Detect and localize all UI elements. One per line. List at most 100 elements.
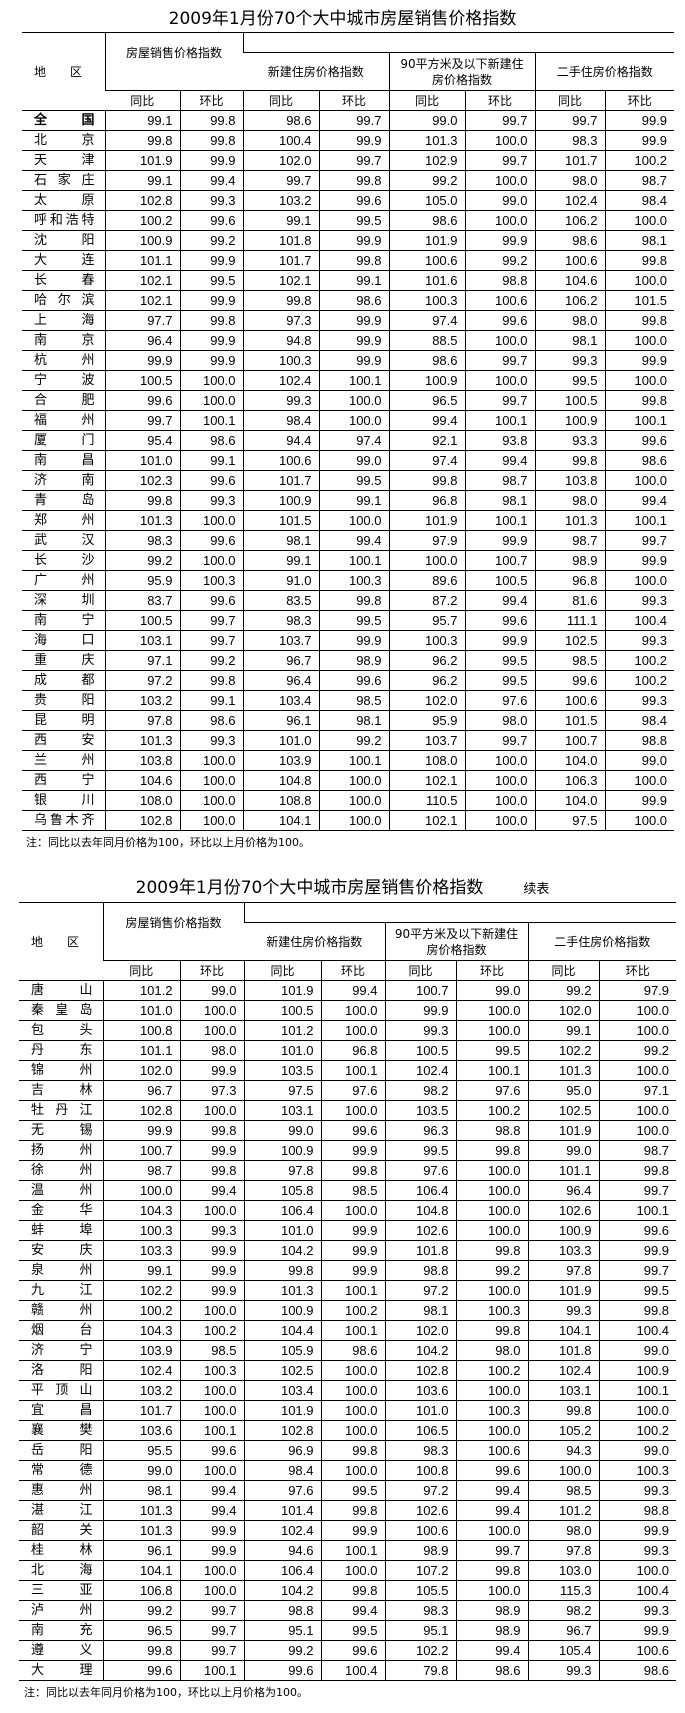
table-row: 杭州 99.9 99.9 100.3 99.9 98.6 99.7 99.3 99.9 [22,350,675,371]
mom-value: 100.1 [179,1420,245,1441]
city-name: 全国 [22,110,105,131]
yoy-value: 99.2 [243,1640,322,1661]
group-header-new-housing: 新建住房价格指数 [243,52,390,91]
yoy-value: 98.0 [527,1520,600,1541]
mom-value: 100.0 [179,1300,245,1321]
city-name: 韶关 [19,1520,103,1541]
mom-value: 98.4 [604,190,675,211]
yoy-value: 100.5 [104,370,180,391]
yoy-value: 102.2 [527,1040,600,1061]
price-index-table-1: 地 区房屋销售价格指数 新建住房价格指数 90平方米及以下新建住房价格指数 二手住房价… [22,32,675,831]
mom-value: 100.0 [604,210,675,231]
city-name: 深圳 [22,590,105,611]
yoy-value: 94.4 [242,430,320,451]
yoy-value: 96.4 [104,330,180,351]
table-row: 长春 102.1 99.5 102.1 99.1 101.6 98.8 104.6 100.0 [22,270,675,291]
mom-value: 97.3 [179,1080,245,1101]
mom-value: 100.0 [455,1420,529,1441]
mom-value: 100.0 [179,1380,245,1401]
yoy-value: 103.7 [388,730,466,751]
city-name: 海口 [22,630,105,651]
yoy-header: 同比 [103,960,180,981]
mom-value: 100.0 [455,1520,529,1541]
yoy-value: 103.2 [242,190,320,211]
mom-value: 99.4 [179,1480,245,1501]
yoy-value: 101.9 [104,150,180,171]
mom-value: 99.9 [318,630,390,651]
table-row: 三亚 106.8 100.0 104.2 99.8 105.5 100.0 115.3 100.… [19,1580,677,1601]
yoy-value: 103.2 [102,1380,180,1401]
city-name: 扬州 [19,1140,103,1161]
city-name: 秦皇岛 [19,1000,103,1021]
table-row: 南京 96.4 99.9 94.8 99.9 88.5 100.0 98.1 100.0 [22,330,675,351]
yoy-value: 97.1 [104,650,180,671]
yoy-value: 81.6 [534,590,606,611]
yoy-value: 98.6 [534,230,606,251]
mom-value: 100.0 [179,390,244,411]
mom-value: 101.5 [604,290,675,311]
mom-value: 100.0 [179,550,244,571]
mom-value: 99.8 [320,1580,386,1601]
mom-value: 99.7 [464,350,536,371]
city-name: 沈阳 [22,230,105,251]
mom-value: 99.7 [598,1180,677,1201]
table-row: 桂林 96.1 99.9 94.6 100.1 98.9 99.7 97.8 99.3 [19,1540,677,1561]
city-name: 合肥 [22,390,105,411]
mom-value: 100.0 [318,770,390,791]
yoy-value: 106.8 [102,1580,180,1601]
mom-value: 99.9 [320,1260,386,1281]
yoy-value: 100.9 [388,370,466,391]
mom-value: 98.6 [455,1660,529,1681]
city-name: 南昌 [22,450,105,471]
mom-header: 环比 [464,90,536,111]
mom-value: 99.8 [179,1120,245,1141]
yoy-value: 83.5 [242,590,320,611]
city-name: 成都 [22,670,105,691]
yoy-value: 98.4 [242,410,320,431]
yoy-value: 101.3 [388,130,466,151]
mom-header: 环比 [320,960,386,981]
mom-value: 99.6 [179,470,244,491]
yoy-value: 96.7 [527,1620,600,1641]
yoy-value: 103.7 [242,630,320,651]
mom-value: 100.6 [464,290,536,311]
yoy-value: 103.6 [102,1420,180,1441]
mom-value: 99.6 [598,1220,677,1241]
mom-value: 99.7 [179,1640,245,1661]
yoy-value: 103.8 [534,470,606,491]
yoy-value: 104.1 [242,810,320,831]
mom-value: 100.0 [320,1400,386,1421]
mom-value: 99.8 [455,1240,529,1261]
yoy-value: 98.2 [527,1600,600,1621]
mom-value: 99.1 [179,690,244,711]
mom-value: 99.7 [179,1600,245,1621]
mom-value: 99.1 [179,450,244,471]
city-name: 北海 [19,1560,103,1581]
mom-value: 96.8 [320,1040,386,1061]
mom-value: 99.9 [320,1140,386,1161]
table-row: 宜昌 101.7 100.0 101.9 100.0 101.0 100.3 99.8 100.… [19,1400,677,1421]
yoy-value: 96.4 [527,1180,600,1201]
yoy-value: 101.1 [104,250,180,271]
mom-header: 环比 [179,90,244,111]
yoy-value: 99.6 [104,390,180,411]
mom-value: 99.9 [179,250,244,271]
mom-value: 99.6 [464,310,536,331]
mom-value: 100.0 [318,790,390,811]
mom-value: 100.0 [179,750,244,771]
yoy-value: 99.8 [242,290,320,311]
mom-value: 98.7 [598,1140,677,1161]
yoy-value: 102.4 [527,1360,600,1381]
yoy-value: 97.6 [243,1480,322,1501]
yoy-value: 93.3 [534,430,606,451]
mom-value: 99.0 [598,1440,677,1461]
yoy-value: 101.7 [534,150,606,171]
mom-value: 100.0 [320,1020,386,1041]
city-name: 泸州 [19,1600,103,1621]
yoy-value: 101.7 [242,470,320,491]
mom-value: 100.0 [318,810,390,831]
mom-value: 98.9 [318,650,390,671]
city-name: 济南 [22,470,105,491]
city-name: 安庆 [19,1240,103,1261]
mom-value: 99.4 [179,1500,245,1521]
